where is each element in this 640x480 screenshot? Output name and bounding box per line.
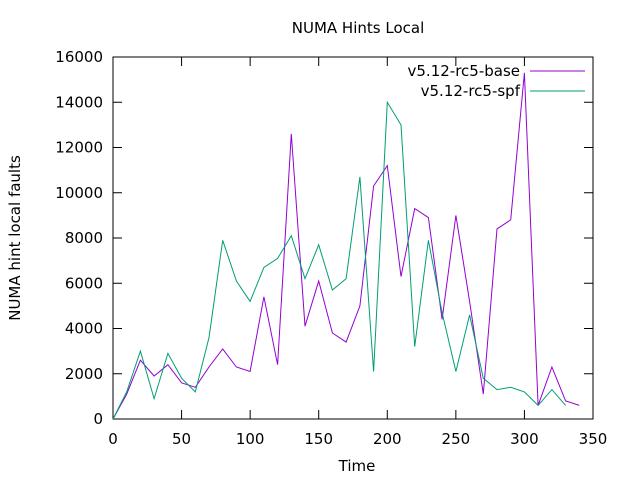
x-axis: 0 50 100 150 200 250 300 350 <box>108 57 607 448</box>
y-tick-label: 10000 <box>55 184 103 202</box>
x-tick-label: 200 <box>373 430 402 448</box>
x-tick-label: 100 <box>236 430 265 448</box>
x-tick-label: 350 <box>579 430 608 448</box>
y-tick-label: 16000 <box>55 48 103 66</box>
y-axis-label: NUMA hint local faults <box>6 155 24 321</box>
x-tick-label: 300 <box>510 430 539 448</box>
series-line-1 <box>112 100 566 420</box>
y-axis: 0 2000 4000 6000 8000 10000 12000 14000 16000 <box>55 48 593 428</box>
y-tick-label: 2000 <box>65 365 103 383</box>
chart-title: NUMA Hints Local <box>292 19 424 37</box>
x-axis-label: Time <box>338 457 376 475</box>
y-tick-label: 8000 <box>65 229 103 247</box>
x-tick-label: 50 <box>172 430 191 448</box>
y-tick-label: 4000 <box>65 320 103 338</box>
y-tick-label: 14000 <box>55 93 103 111</box>
series-line-0 <box>112 72 580 420</box>
y-tick-label: 0 <box>93 410 103 428</box>
x-tick-label: 250 <box>442 430 471 448</box>
legend: v5.12-rc5-base v5.12-rc5-spf <box>408 62 585 100</box>
legend-label-0: v5.12-rc5-base <box>408 62 521 80</box>
x-tick-label: 150 <box>304 430 333 448</box>
y-tick-label: 12000 <box>55 139 103 157</box>
y-tick-label: 6000 <box>65 274 103 292</box>
legend-label-1: v5.12-rc5-spf <box>421 82 521 100</box>
series-lines <box>112 72 580 420</box>
x-tick-label: 0 <box>108 430 118 448</box>
